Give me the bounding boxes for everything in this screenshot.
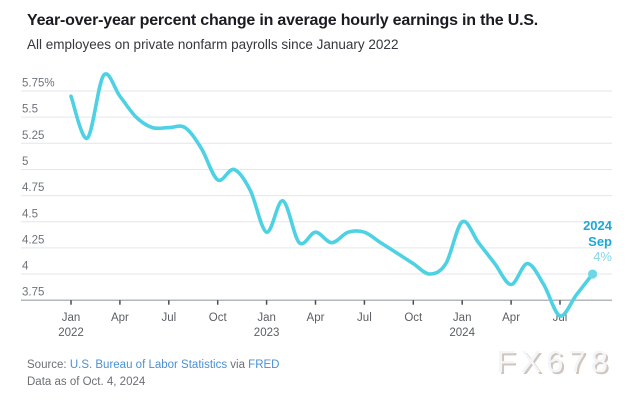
y-tick-label: 4.5 <box>22 208 38 220</box>
source-label: Source: <box>27 359 70 371</box>
source-line: Source: U.S. Bureau of Labor Statistics … <box>27 357 279 374</box>
x-tick-year-label: 2023 <box>254 327 280 339</box>
x-tick-label: Jul <box>161 312 176 324</box>
x-tick-label: Apr <box>502 312 520 324</box>
x-tick-label: Jan <box>453 312 472 324</box>
x-tick-label: Apr <box>307 312 325 324</box>
y-tick-label: 4 <box>22 261 29 273</box>
earnings-line <box>69 72 595 318</box>
end-annotation: 2024 Sep 4% <box>583 218 612 265</box>
chart-footer: Source: U.S. Bureau of Labor Statistics … <box>27 357 279 391</box>
source-link-fred[interactable]: FRED <box>248 359 280 371</box>
x-tick-label: Oct <box>404 312 423 324</box>
x-tick-label: Oct <box>209 312 228 324</box>
chart-subtitle: All employees on private nonfarm payroll… <box>27 37 399 52</box>
y-tick-label: 5.25 <box>22 130 44 142</box>
x-tick-label: Jan <box>257 312 276 324</box>
end-annotation-month: Sep <box>588 233 612 249</box>
data-as-of: Data as of Oct. 4, 2024 <box>27 376 146 388</box>
x-tick-label: Jan <box>62 312 81 324</box>
y-tick-label: 5.75% <box>22 78 55 90</box>
watermark-fx678: FX678 <box>496 344 613 379</box>
y-tick-label: 3.75 <box>22 287 44 299</box>
y-tick-label: 5 <box>22 156 28 168</box>
end-annotation-year: 2024 <box>583 218 612 233</box>
y-tick-label: 4.75 <box>22 182 44 194</box>
source-link-bls[interactable]: U.S. Bureau of Labor Statistics <box>69 359 228 371</box>
via-text: via <box>227 359 249 371</box>
chart-title: Year-over-year percent change in average… <box>27 12 539 29</box>
x-tick-label: Jul <box>357 312 372 324</box>
y-tick-label: 4.25 <box>22 234 44 246</box>
x-tick-year-label: 2024 <box>449 327 475 339</box>
x-tick-label: Apr <box>111 312 129 324</box>
x-tick-year-label: 2022 <box>58 327 84 339</box>
end-annotation-value: 4% <box>593 249 612 264</box>
y-tick-label: 5.5 <box>22 104 38 116</box>
end-point-dot <box>588 269 598 279</box>
